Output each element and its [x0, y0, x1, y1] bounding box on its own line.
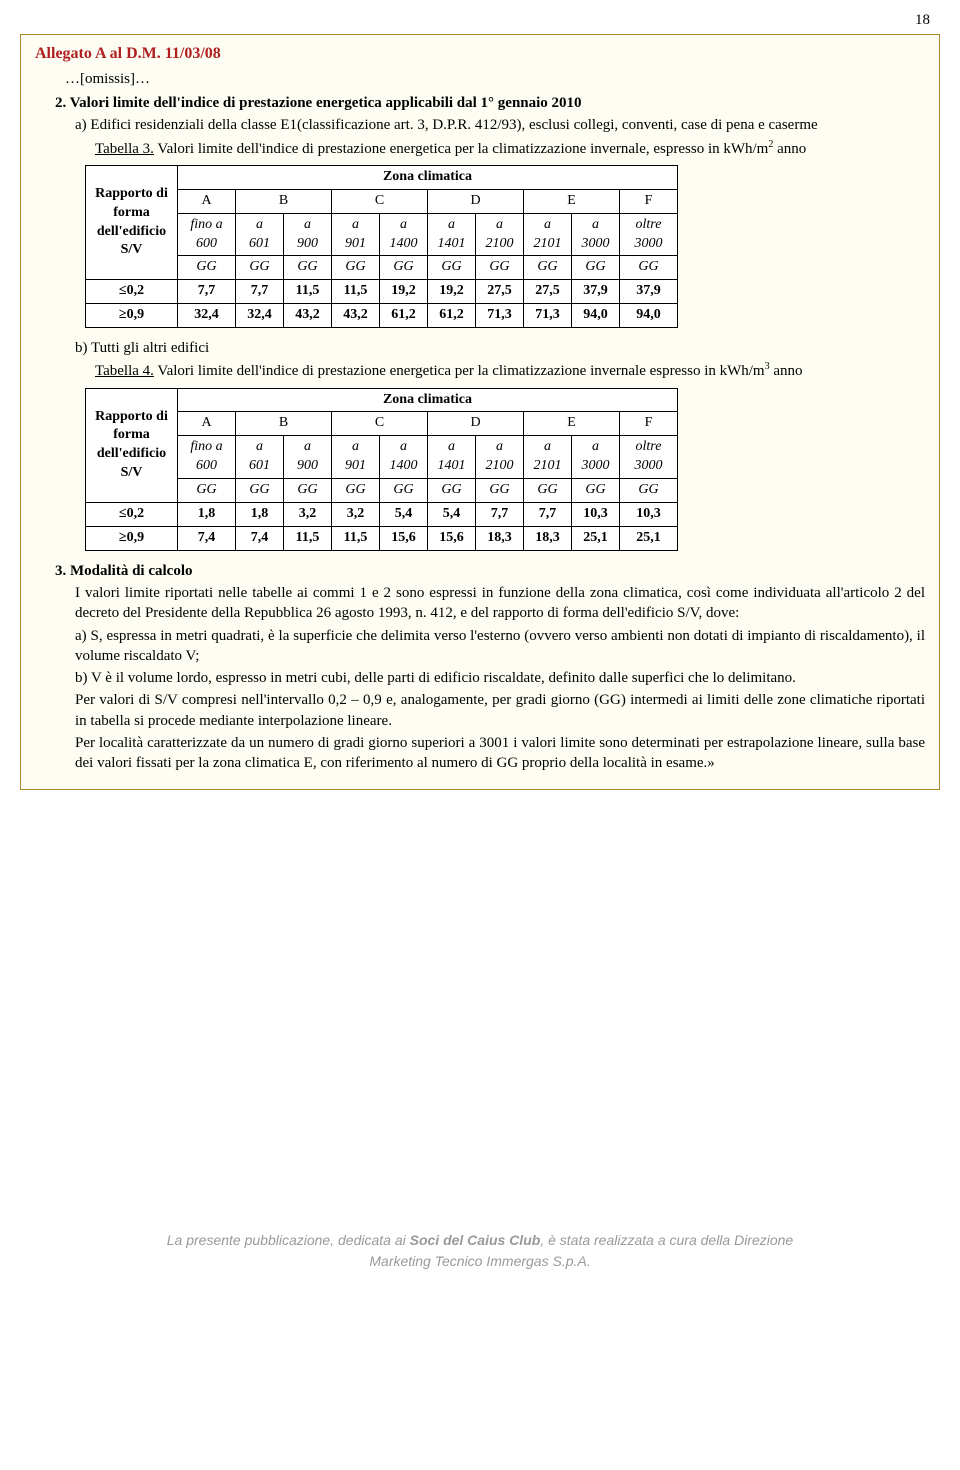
sec2-b: b) Tutti gli altri edifici: [75, 338, 925, 358]
tab4-ref: Tabella 4.: [95, 363, 154, 379]
sec3-pb: b) V è il volume lordo, espresso in metr…: [75, 668, 925, 688]
document-box: Allegato A al D.M. 11/03/08 …[omissis]… …: [20, 34, 940, 790]
sec2-heading: 2. Valori limite dell'indice di prestazi…: [55, 93, 925, 113]
sec2-num: 2.: [55, 95, 66, 111]
sec3-p2: Per valori di S/V compresi nell'interval…: [75, 690, 925, 731]
sec3-p3: Per località caratterizzate da un numero…: [75, 733, 925, 774]
page-number: 18: [0, 0, 960, 30]
tab3-tail: anno: [773, 141, 806, 157]
tab3-line: Tabella 3. Valori limite dell'indice di …: [95, 138, 925, 159]
sec3-heading: 3. Modalità di calcolo: [55, 561, 925, 581]
omissis-text: …[omissis]…: [65, 69, 925, 89]
sec2-a: a) Edifici residenziali della classe E1(…: [75, 115, 925, 135]
sec3-num: 3.: [55, 563, 66, 579]
footer-l1a: La presente pubblicazione, dedicata ai: [167, 1232, 410, 1248]
doc-title: Allegato A al D.M. 11/03/08: [35, 43, 925, 65]
tab4-desc: Valori limite dell'indice di prestazione…: [154, 363, 765, 379]
footer-l1b: Soci del Caius Club: [410, 1232, 541, 1248]
tab4-tail: anno: [770, 363, 803, 379]
footer-l2: Marketing Tecnico Immergas S.p.A.: [369, 1253, 590, 1269]
tab3-ref: Tabella 3.: [95, 141, 154, 157]
table-4: Rapporto diformadell'edificioS/VZona cli…: [85, 388, 678, 551]
sec3-pa: a) S, espressa in metri quadrati, è la s…: [75, 626, 925, 667]
sec2-title: Valori limite dell'indice di prestazione…: [66, 95, 581, 111]
tab4-line: Tabella 4. Valori limite dell'indice di …: [95, 360, 925, 381]
sec3-p1: I valori limite riportati nelle tabelle …: [75, 583, 925, 624]
table-3: Rapporto diformadell'edificioS/VZona cli…: [85, 165, 678, 328]
page-footer: La presente pubblicazione, dedicata ai S…: [0, 1230, 960, 1272]
footer-l1c: , è stata realizzata a cura della Direzi…: [540, 1232, 793, 1248]
tab3-desc: Valori limite dell'indice di prestazione…: [154, 141, 768, 157]
sec3-title: Modalità di calcolo: [66, 563, 192, 579]
